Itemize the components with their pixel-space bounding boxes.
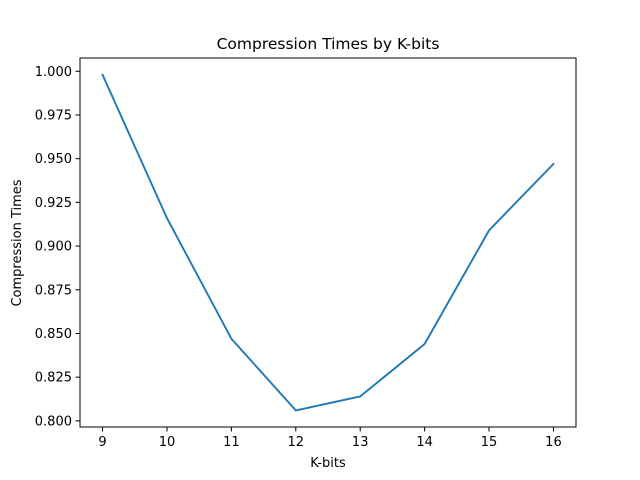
axes-frame xyxy=(79,57,577,428)
plot-area: 9 10 11 12 13 14 15 16 0.800 0.825 0.850 0.875 0.900… xyxy=(35,57,577,450)
x-tick-label-16: 16 xyxy=(545,435,562,450)
x-tick-label-15: 15 xyxy=(481,435,498,450)
y-tick-label-5: 0.925 xyxy=(35,196,72,211)
y-tick-label-7: 0.975 xyxy=(35,108,72,123)
y-tick-label-6: 0.950 xyxy=(35,152,72,167)
y-tick-label-4: 0.900 xyxy=(35,240,72,255)
x-tick-label-10: 10 xyxy=(159,435,176,450)
y-axis-label: Compression Times xyxy=(10,179,25,306)
y-tick-label-2: 0.850 xyxy=(35,327,72,342)
y-tick-label-3: 0.875 xyxy=(35,283,72,298)
series-line-0 xyxy=(101,73,555,412)
x-tick-label-12: 12 xyxy=(288,435,305,450)
chart-title: Compression Times by K-bits xyxy=(217,35,440,53)
x-tick-label-13: 13 xyxy=(352,435,369,450)
y-tick-label-8: 1.000 xyxy=(35,65,72,80)
x-tick-label-9: 9 xyxy=(98,435,106,450)
y-tick-label-0: 0.800 xyxy=(35,414,72,429)
x-axis-label: K-bits xyxy=(310,456,346,471)
x-tick-label-11: 11 xyxy=(223,435,240,450)
x-tick-label-14: 14 xyxy=(416,435,433,450)
y-tick-label-1: 0.825 xyxy=(35,371,72,386)
